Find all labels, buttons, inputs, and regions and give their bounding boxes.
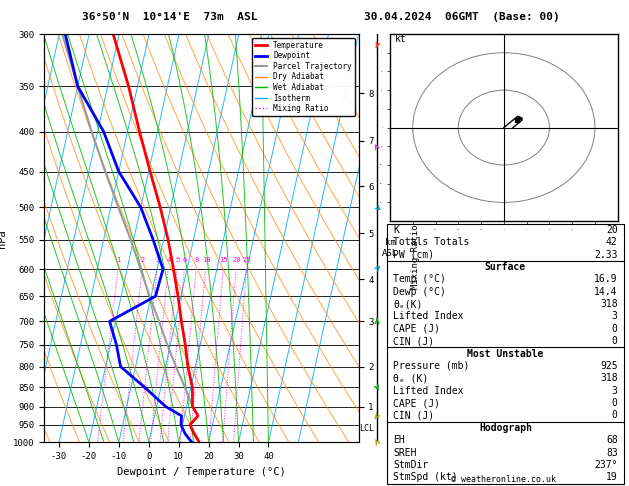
- Text: 4: 4: [167, 258, 171, 263]
- Text: © weatheronline.co.uk: © weatheronline.co.uk: [451, 474, 555, 484]
- Text: 0: 0: [612, 398, 618, 408]
- Text: 14.4: 14.4: [594, 287, 618, 296]
- Text: Mixing Ratio (g/kg): Mixing Ratio (g/kg): [411, 187, 420, 289]
- Text: Most Unstable: Most Unstable: [467, 348, 543, 359]
- Text: 20: 20: [232, 258, 241, 263]
- Text: 6: 6: [183, 258, 187, 263]
- Text: 2: 2: [141, 258, 145, 263]
- Text: CIN (J): CIN (J): [393, 336, 434, 346]
- Text: EH: EH: [393, 435, 405, 445]
- Text: Lifted Index: Lifted Index: [393, 386, 464, 396]
- Text: Temp (°C): Temp (°C): [393, 274, 446, 284]
- Text: CAPE (J): CAPE (J): [393, 324, 440, 334]
- Text: Surface: Surface: [485, 262, 526, 272]
- Text: Dewp (°C): Dewp (°C): [393, 287, 446, 296]
- Text: 68: 68: [606, 435, 618, 445]
- Text: Totals Totals: Totals Totals: [393, 237, 469, 247]
- Text: StmSpd (kt): StmSpd (kt): [393, 472, 458, 483]
- Text: 318: 318: [600, 299, 618, 309]
- Text: 10: 10: [202, 258, 210, 263]
- Text: Lifted Index: Lifted Index: [393, 312, 464, 321]
- Y-axis label: km
ASL: km ASL: [382, 238, 398, 258]
- Text: 42: 42: [606, 237, 618, 247]
- Text: θₑ(K): θₑ(K): [393, 299, 423, 309]
- Text: CIN (J): CIN (J): [393, 411, 434, 420]
- Text: LCL: LCL: [359, 424, 374, 433]
- Text: 8: 8: [194, 258, 199, 263]
- Text: 30.04.2024  06GMT  (Base: 00): 30.04.2024 06GMT (Base: 00): [364, 12, 560, 22]
- Text: 3: 3: [612, 386, 618, 396]
- Text: kt: kt: [394, 34, 406, 44]
- Text: SREH: SREH: [393, 448, 416, 458]
- Text: 3: 3: [156, 258, 160, 263]
- Text: 19: 19: [606, 472, 618, 483]
- Text: 2.33: 2.33: [594, 249, 618, 260]
- Text: 15: 15: [220, 258, 228, 263]
- Text: Hodograph: Hodograph: [479, 423, 532, 433]
- Text: 16.9: 16.9: [594, 274, 618, 284]
- Text: 83: 83: [606, 448, 618, 458]
- Text: 25: 25: [243, 258, 251, 263]
- Text: 1: 1: [116, 258, 121, 263]
- Text: 0: 0: [612, 411, 618, 420]
- Text: 925: 925: [600, 361, 618, 371]
- Text: θₑ (K): θₑ (K): [393, 373, 428, 383]
- Y-axis label: hPa: hPa: [0, 229, 8, 247]
- Text: K: K: [393, 225, 399, 235]
- Text: 318: 318: [600, 373, 618, 383]
- Text: 3: 3: [612, 312, 618, 321]
- Legend: Temperature, Dewpoint, Parcel Trajectory, Dry Adiabat, Wet Adiabat, Isotherm, Mi: Temperature, Dewpoint, Parcel Trajectory…: [252, 38, 355, 116]
- Text: Pressure (mb): Pressure (mb): [393, 361, 469, 371]
- Text: 36°50'N  10°14'E  73m  ASL: 36°50'N 10°14'E 73m ASL: [82, 12, 258, 22]
- Text: PW (cm): PW (cm): [393, 249, 434, 260]
- Text: StmDir: StmDir: [393, 460, 428, 470]
- Text: 20: 20: [606, 225, 618, 235]
- Text: 0: 0: [612, 336, 618, 346]
- Text: 0: 0: [612, 324, 618, 334]
- X-axis label: Dewpoint / Temperature (°C): Dewpoint / Temperature (°C): [117, 467, 286, 477]
- Text: 237°: 237°: [594, 460, 618, 470]
- Text: CAPE (J): CAPE (J): [393, 398, 440, 408]
- Text: 5: 5: [175, 258, 180, 263]
